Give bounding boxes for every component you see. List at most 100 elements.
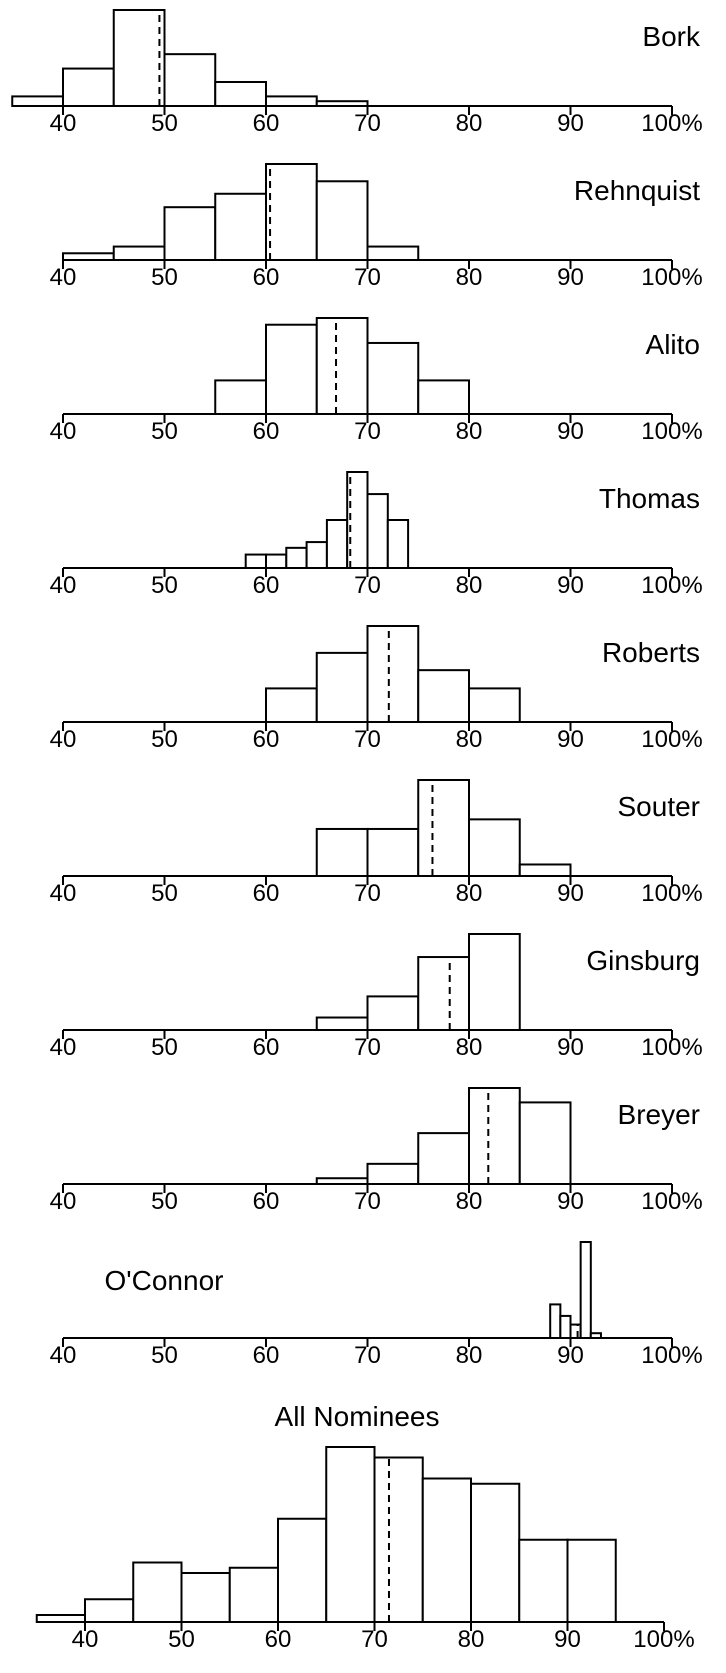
x-tick-label: 60 [253,110,280,137]
histogram-bar [518,863,572,877]
x-tick-label: 40 [50,1342,77,1369]
histogram-panel: All Nominees 40 50 60 70 80 90 100% [35,1401,695,1653]
histogram-panel: Bork 40 50 60 70 80 90 100% [11,9,703,137]
histogram-bar [163,53,217,107]
histogram-bar [163,206,217,261]
x-tick-label: 40 [50,418,77,445]
x-tick-label: 90 [557,110,584,137]
x-tick-label: 50 [151,110,178,137]
histogram-bar [417,779,470,877]
x-tick-label: 60 [253,1034,280,1061]
histogram-bar [315,827,369,878]
x-tick-label: 60 [253,880,280,907]
x-tick-label: 80 [456,726,483,753]
x-tick-label: 50 [151,264,178,291]
histogram-bar [366,995,420,1032]
x-tick-label: 50 [151,1342,178,1369]
panel-title: Alito [646,329,700,360]
x-tick-label: 70 [354,1034,381,1061]
histogram-bar [468,687,521,724]
x-tick-label: 90 [557,726,584,753]
histogram-bar [373,1456,424,1623]
histogram-bar [265,553,288,569]
panel-title: O'Connor [105,1265,224,1296]
x-tick-label: 90 [557,1342,584,1369]
histogram-bar [468,1087,521,1185]
x-tick-label: 70 [354,726,381,753]
histogram-bar [265,687,318,724]
x-tick-label: 40 [50,110,77,137]
panel-title: Bork [642,21,701,52]
histogram-bar [62,67,115,107]
histogram-bar [277,1517,328,1623]
histogram-bar [421,1477,472,1623]
histogram-bar [386,519,410,569]
histogram-bar [417,669,470,723]
panel-title: Souter [618,791,701,822]
x-tick-label: 90 [557,572,584,599]
histogram-bar [112,245,166,261]
x-tick-label: 50 [151,1034,178,1061]
x-tick-label: 100% [641,264,702,291]
histogram-bar [180,1572,231,1623]
x-tick-label: 90 [557,418,584,445]
x-tick-label: 50 [168,1626,195,1653]
histogram-bar [315,1016,369,1032]
x-tick-label: 60 [265,1626,292,1653]
x-tick-label: 100% [641,572,702,599]
histogram-bar [62,252,115,261]
x-tick-label: 40 [50,726,77,753]
histogram-panel: Roberts 40 50 60 70 80 90 100% [50,625,703,753]
x-tick-label: 50 [151,572,178,599]
x-tick-label: 60 [253,418,280,445]
x-tick-label: 70 [354,1188,381,1215]
histogram-bar [265,163,318,261]
x-tick-label: 70 [354,880,381,907]
histogram-panel: O'Connor 40 50 60 70 80 90 100% [50,1241,703,1369]
x-tick-label: 90 [554,1626,581,1653]
histogram-bar [366,341,420,415]
x-tick-label: 40 [50,264,77,291]
x-tick-label: 90 [557,880,584,907]
x-tick-label: 100% [641,110,702,137]
panel-title: Roberts [602,637,700,668]
histogram-bar [366,245,420,261]
x-tick-label: 80 [458,1626,485,1653]
x-tick-label: 70 [354,264,381,291]
histogram-bar [112,9,166,107]
x-tick-label: 90 [557,264,584,291]
histogram-bar [214,81,267,107]
x-tick-label: 40 [50,1034,77,1061]
histogram-panel: Breyer 40 50 60 70 80 90 100% [50,1087,703,1215]
x-tick-label: 40 [50,1188,77,1215]
x-tick-label: 100% [641,1342,702,1369]
histogram-bar [35,1614,86,1623]
x-tick-label: 70 [354,1342,381,1369]
histogram-bar [559,1314,572,1340]
x-tick-label: 90 [557,1188,584,1215]
x-tick-label: 100% [641,880,702,907]
histogram-bar [579,1241,592,1339]
x-tick-label: 60 [253,572,280,599]
histogram-bar [214,379,267,415]
x-tick-label: 70 [354,110,381,137]
histogram-panel: Souter 40 50 60 70 80 90 100% [50,779,703,907]
histogram-bar [518,1101,572,1186]
histogram-bar [265,323,318,415]
x-tick-label: 70 [354,572,381,599]
histogram-bar [305,541,328,570]
histogram-bar [417,379,470,415]
x-tick-label: 50 [151,726,178,753]
histogram-bar [265,95,318,108]
histogram-bar [11,95,64,108]
x-tick-label: 100% [641,1188,702,1215]
x-tick-label: 80 [456,1034,483,1061]
x-tick-label: 80 [456,110,483,137]
panel-title: Thomas [599,483,700,514]
histogram-bar [285,546,308,570]
histogram-bar [325,519,349,569]
histogram-bar [244,553,267,569]
histogram-bar [315,180,369,261]
x-tick-label: 100% [633,1626,694,1653]
